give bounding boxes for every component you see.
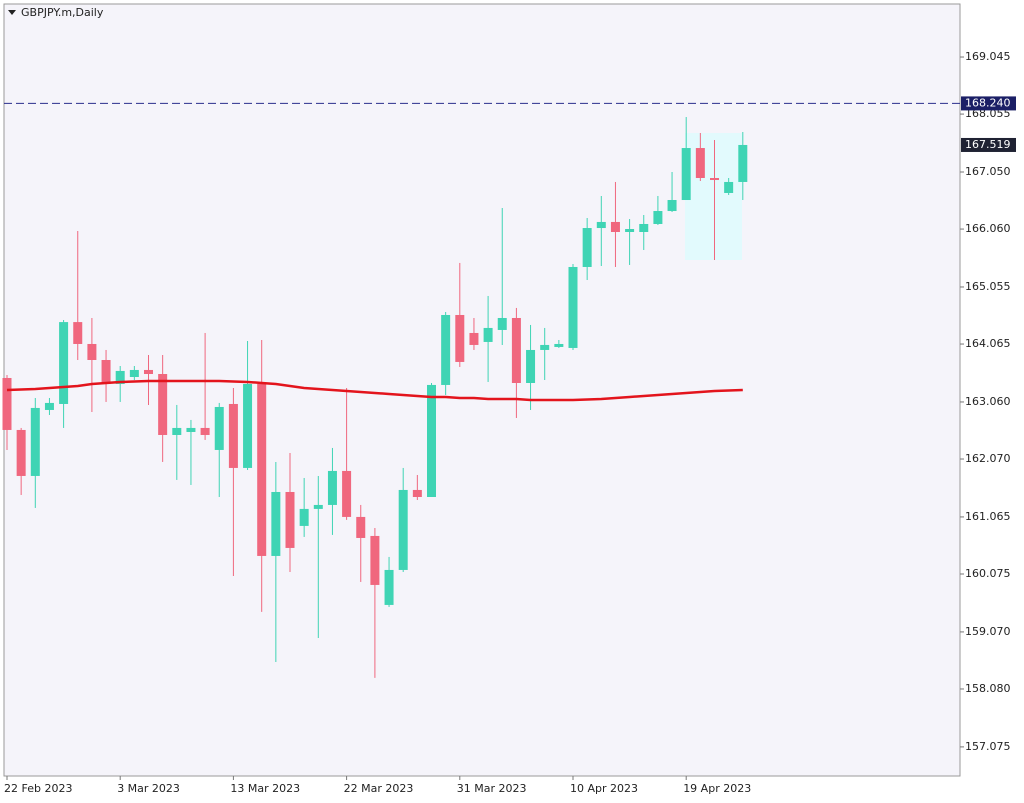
price-label: 167.519 (965, 138, 1011, 151)
y-tick-label: 167.050 (965, 165, 1011, 178)
price-label-box (961, 137, 1016, 152)
candle-body (101, 360, 111, 384)
menu-arrow (8, 10, 16, 15)
y-tick-label: 161.065 (965, 510, 1011, 523)
candle-body (639, 223, 649, 232)
candle-body (44, 402, 54, 410)
candle-body (129, 369, 139, 378)
highlight-box (685, 133, 742, 260)
candle-body (271, 491, 281, 556)
candle-body (16, 429, 26, 476)
candle-body (313, 504, 323, 509)
chart-title: GBPJPY.m,Daily (21, 6, 104, 19)
y-tick-label: 164.065 (965, 337, 1011, 350)
x-tick-label: 10 Apr 2023 (570, 782, 638, 795)
candle-body (30, 407, 40, 476)
candle-body (554, 343, 564, 347)
level-label: 168.240 (965, 96, 1011, 109)
y-tick-label: 166.060 (965, 222, 1011, 235)
candle-body (342, 470, 352, 517)
y-tick-label: 169.045 (965, 50, 1011, 63)
candle-body (625, 229, 635, 232)
candle-body (327, 470, 337, 505)
candle-body (469, 332, 479, 345)
candle-body (87, 343, 97, 361)
level-label-box (961, 96, 1016, 111)
candle-body (356, 516, 366, 538)
candle-body (299, 508, 309, 526)
candle-body (243, 383, 253, 468)
candle-body (511, 317, 521, 383)
y-tick-label: 160.075 (965, 567, 1011, 580)
candle-body (158, 374, 168, 435)
candle-body (115, 370, 125, 384)
x-tick-label: 31 Mar 2023 (457, 782, 527, 795)
candle-body (497, 317, 507, 330)
candle-body (427, 384, 436, 497)
y-tick-label: 162.070 (965, 452, 1011, 465)
candle-body (257, 383, 267, 556)
candle-body (285, 491, 295, 548)
candle-body (526, 349, 536, 383)
candle-body (144, 369, 153, 375)
candle-body (2, 377, 12, 430)
x-tick-label: 19 Apr 2023 (683, 782, 751, 795)
plot-area (3, 3, 961, 777)
candle-body (455, 314, 465, 362)
candle-body (724, 181, 734, 193)
candle-body (200, 427, 210, 435)
candle-body (738, 144, 748, 182)
candle-body (370, 535, 380, 585)
moving-average-line (6, 379, 743, 402)
x-tick-label: 3 Mar 2023 (117, 782, 180, 795)
candle-body (610, 221, 620, 232)
candle-body (582, 228, 592, 267)
y-tick-label: 163.060 (965, 395, 1011, 408)
candle-body (384, 569, 394, 605)
candle-body (172, 427, 182, 435)
x-tick-label: 13 Mar 2023 (230, 782, 300, 795)
y-tick-label: 157.075 (965, 740, 1011, 753)
x-tick-label: 22 Mar 2023 (344, 782, 414, 795)
candle-body (483, 327, 493, 342)
candle-body (568, 266, 578, 348)
x-tick-label: 22 Feb 2023 (4, 782, 72, 795)
candle-body (695, 148, 705, 178)
candle-body (59, 322, 69, 404)
y-tick-label: 159.070 (965, 625, 1011, 638)
candle-body (412, 489, 422, 497)
candle-body (228, 403, 238, 468)
candle-body (710, 177, 719, 181)
candle-body (214, 406, 224, 450)
y-tick-label: 165.055 (965, 280, 1011, 293)
candle-body (596, 221, 606, 229)
candle-body (73, 322, 83, 344)
y-tick-label: 158.080 (965, 682, 1011, 695)
candle-body (398, 489, 408, 570)
candle-body (186, 427, 196, 432)
candle-body (681, 148, 691, 201)
candle-body (653, 211, 663, 224)
candle-body (667, 200, 677, 212)
candle-body (441, 314, 451, 385)
candle-body (540, 344, 550, 350)
